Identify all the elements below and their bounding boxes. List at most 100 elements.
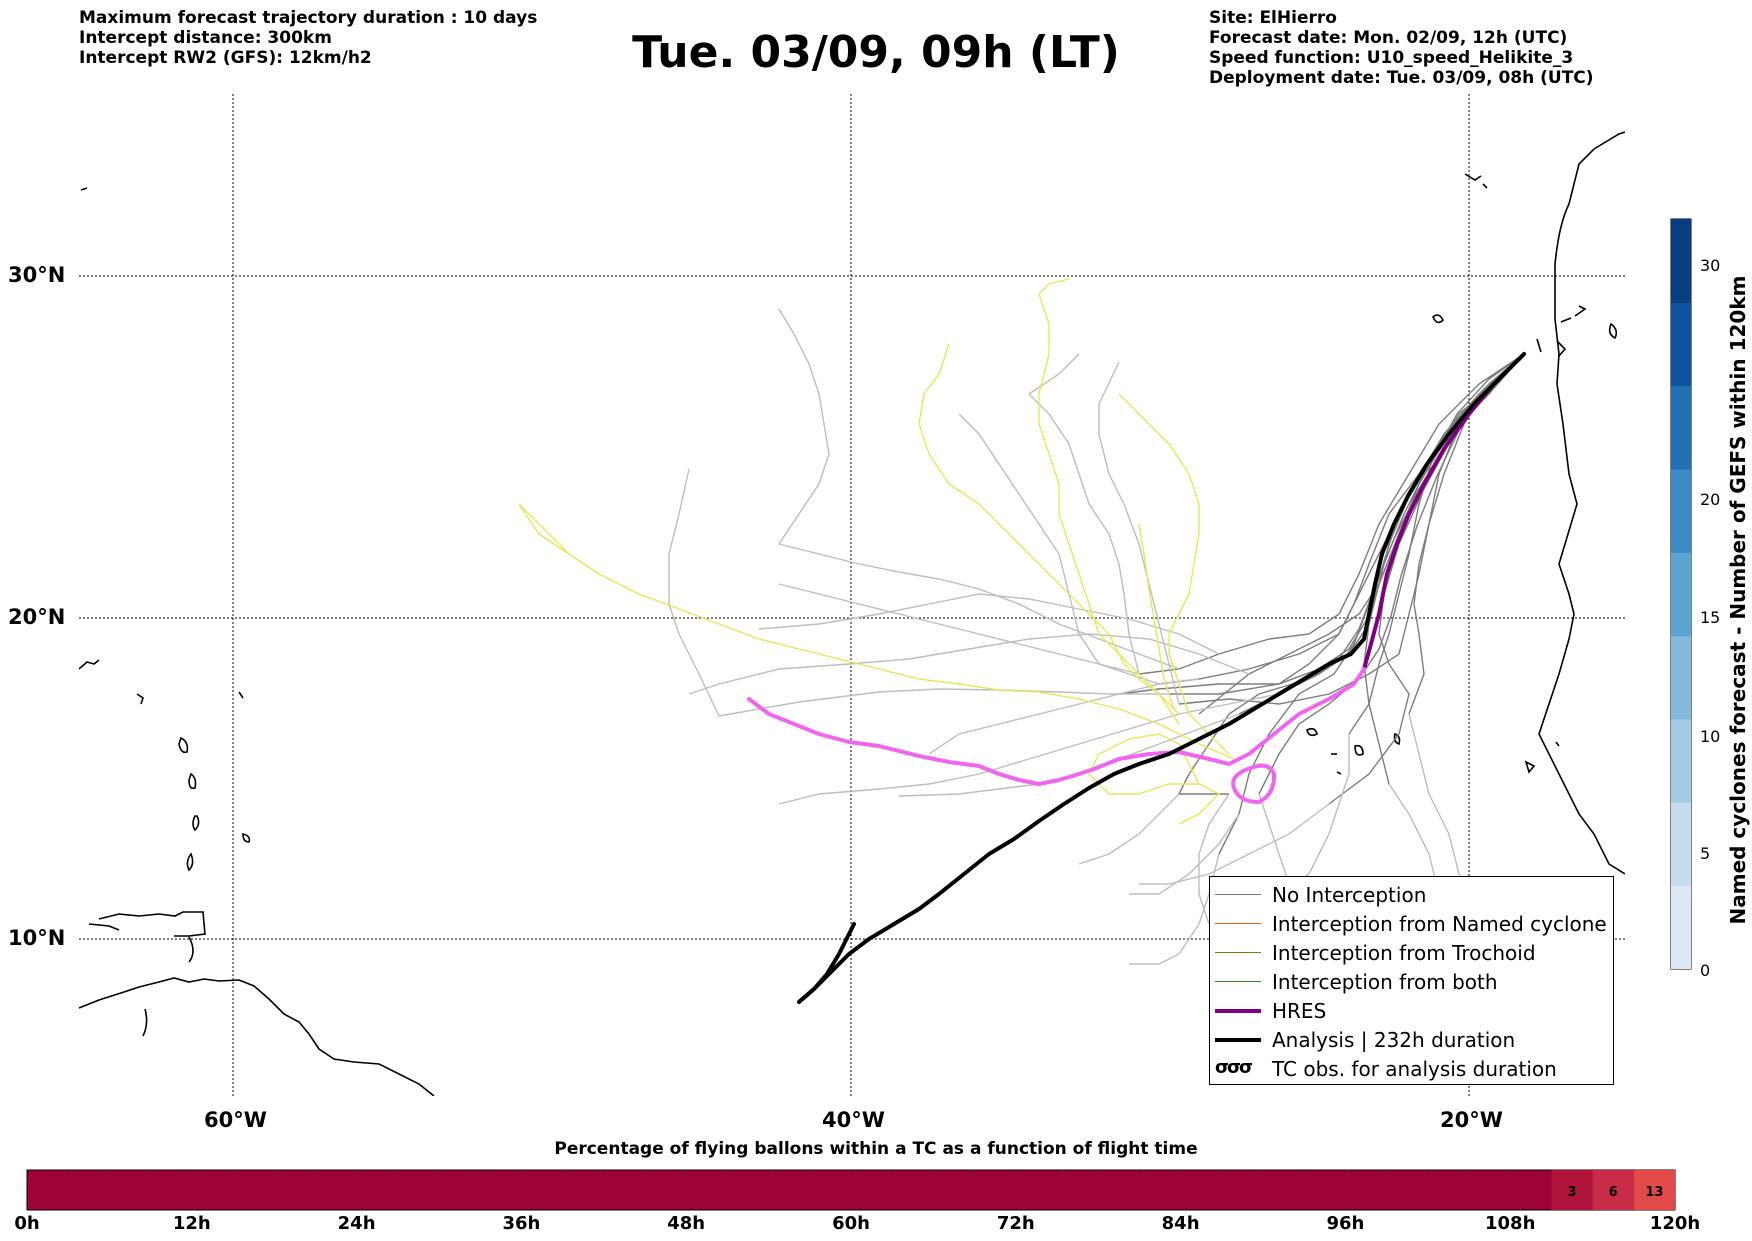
header-left-line: Maximum forecast trajectory duration : 1… <box>79 8 538 28</box>
colorbar-label: Named cyclones forecast - Number of GEFS… <box>1726 275 1750 925</box>
trajectory-no-interception <box>778 308 830 545</box>
hres-loop <box>1231 763 1277 804</box>
analysis-path-end <box>797 922 856 1004</box>
percent-bar-tick: 96h <box>1326 1213 1365 1234</box>
percent-bar-tick: 48h <box>667 1213 706 1234</box>
trajectory-no-interception <box>778 583 1140 675</box>
trajectory-no-interception <box>778 693 1280 805</box>
legend-item-named-cyclone: Interception from Named cyclone <box>1210 910 1613 939</box>
coast-island <box>242 832 251 843</box>
trajectory-no-interception <box>1028 353 1080 395</box>
coast-island <box>192 815 200 832</box>
percent-bar-background <box>26 1169 1676 1211</box>
percent-bar-tick: 36h <box>502 1213 541 1234</box>
percent-bar-segment <box>1592 1170 1634 1210</box>
colorbar-segment <box>1671 552 1691 637</box>
legend-label: Interception from Named cyclone <box>1272 912 1607 936</box>
lon-tick: 60°W <box>204 1108 267 1132</box>
colorbar-segment <box>1671 885 1691 969</box>
coast-island <box>1555 741 1560 747</box>
colorbar-tick: 15 <box>1700 608 1721 627</box>
lon-tick: 40°W <box>822 1108 885 1132</box>
coast-island <box>79 659 100 670</box>
percent-bar-segment-label: 6 <box>1609 1185 1618 1200</box>
coast-island-azores <box>1482 183 1488 189</box>
colorbar-segment <box>1671 219 1691 303</box>
trajectory-no-interception <box>1028 393 1140 675</box>
legend-label: Analysis | 232h duration <box>1272 1028 1516 1052</box>
trajectory-trochoid <box>918 343 1180 715</box>
legend-item-analysis: Analysis | 232h duration <box>1210 1026 1613 1055</box>
trajectory-trochoid <box>1138 523 1175 710</box>
legend-item-trochoid: Interception from Trochoid <box>1210 939 1613 968</box>
percent-bar-tick: 60h <box>832 1213 870 1234</box>
trajectory-no-interception <box>928 678 1200 755</box>
header-right-line: Speed function: U10_speed_Helikite_3 <box>1209 48 1574 68</box>
trajectory-trochoid <box>1038 278 1180 725</box>
legend-item-tc-obs: σσσ TC obs. for analysis duration <box>1210 1055 1613 1084</box>
coastlines <box>79 131 1625 1096</box>
trajectory-trochoid <box>1118 393 1230 755</box>
coast-island-cape-verde <box>1608 322 1618 340</box>
coast-island <box>1574 305 1587 317</box>
colorbar-segment <box>1671 719 1691 803</box>
percent-bar-segment <box>1633 1170 1675 1210</box>
coast-south-america <box>79 977 435 1096</box>
coast-island <box>188 936 194 963</box>
percent-bar-tick: 72h <box>996 1213 1035 1234</box>
coast-island <box>1560 317 1572 323</box>
legend-swatch <box>1215 1009 1261 1013</box>
header-right-line: Site: ElHierro <box>1209 8 1337 28</box>
trajectory-no-interception <box>688 633 1250 695</box>
coast-island <box>188 772 197 790</box>
lon-tick: 20°W <box>1440 1108 1503 1132</box>
percent-bar-tick: 24h <box>337 1213 376 1234</box>
coast-island-azores <box>1464 173 1482 181</box>
coast-island <box>1536 338 1542 353</box>
legend-item-both: Interception from both <box>1210 968 1613 997</box>
legend-label: Interception from Trochoid <box>1272 941 1536 965</box>
legend-label: HRES <box>1272 999 1327 1023</box>
legend-swatch <box>1215 894 1261 895</box>
coast-island <box>136 693 144 705</box>
lat-tick: 30°N <box>8 263 66 287</box>
header-right-line: Deployment date: Tue. 03/09, 08h (UTC) <box>1209 68 1594 88</box>
header-info-right: Site: ElHierro Forecast date: Mon. 02/09… <box>1209 8 1594 88</box>
hres-path <box>1362 352 1526 671</box>
coast-island <box>80 187 88 191</box>
trajectory-no-interception <box>1138 353 1525 675</box>
header-left-line: Intercept RW2 (GFS): 12km/h2 <box>79 48 372 68</box>
trajectory-trochoid <box>518 503 1235 760</box>
trajectory-no-interception <box>1258 793 1290 885</box>
percent-bar-tick: 0h <box>14 1213 40 1234</box>
trajectory-no-interception <box>718 688 1169 717</box>
colorbar-segment <box>1671 385 1691 470</box>
percent-bar-segment-label: 13 <box>1645 1185 1663 1200</box>
coast-island <box>238 691 244 699</box>
percent-bar-tick: 84h <box>1161 1213 1200 1234</box>
trajectory-no-interception <box>1198 793 1230 925</box>
hres-trajectory <box>747 352 1526 804</box>
trajectory-no-interception <box>1129 813 1240 895</box>
percent-bar: 3 6 13 <box>26 1169 1676 1211</box>
analysis-path <box>797 352 1526 1004</box>
trajectory-no-interception <box>778 543 1180 670</box>
coast-island <box>1524 760 1536 774</box>
coast-island-canary <box>1432 314 1444 324</box>
coast-africa <box>1538 318 1625 875</box>
map-legend: No Interception Interception from Named … <box>1209 876 1614 1085</box>
coast-island <box>1354 744 1364 756</box>
coast-island <box>98 911 206 937</box>
coast-island <box>1556 340 1567 357</box>
legend-label: Interception from both <box>1272 970 1498 994</box>
lat-tick: 20°N <box>8 605 66 629</box>
trajectory-no-interception <box>668 468 720 717</box>
page-title: Tue. 03/09, 09h (LT) <box>632 27 1120 78</box>
hres-path-late <box>747 697 1096 786</box>
coast-africa <box>1554 131 1625 319</box>
header-info-left: Maximum forecast trajectory duration : 1… <box>79 8 537 68</box>
colorbar-segment <box>1671 802 1691 887</box>
legend-swatch <box>1215 1038 1261 1042</box>
percent-bar-segment <box>1551 1170 1593 1210</box>
percent-bar-tick: 108h <box>1484 1213 1536 1234</box>
